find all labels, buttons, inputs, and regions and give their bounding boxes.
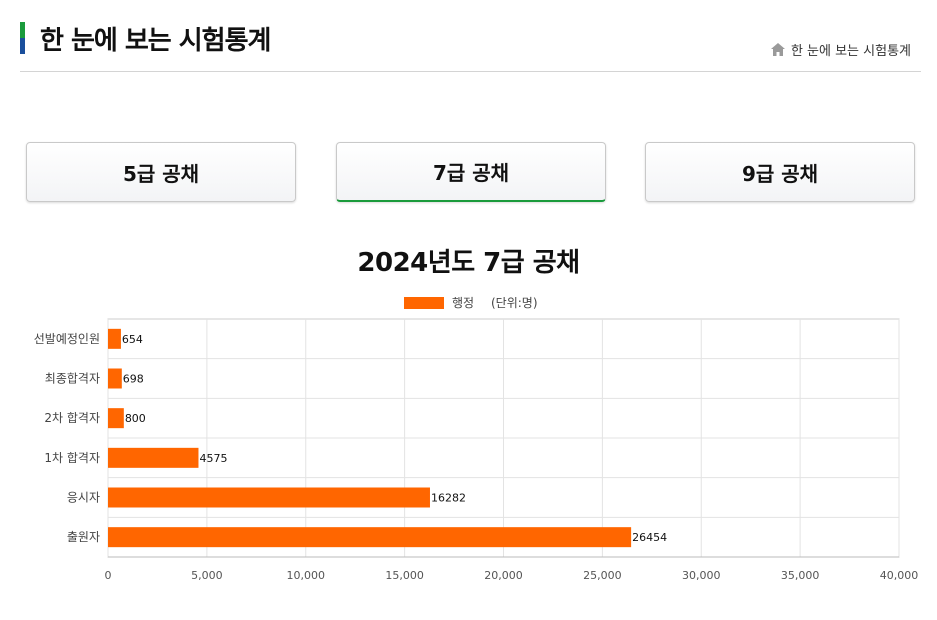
exam-tabs: 5급 공채 7급 공채 9급 공채 — [26, 142, 915, 202]
bar-value-label: 4575 — [199, 452, 227, 465]
bar[interactable] — [108, 328, 121, 349]
x-tick-label: 25,000 — [583, 569, 622, 582]
category-label: 선발예정인원 — [34, 332, 100, 346]
x-tick-label: 10,000 — [287, 569, 326, 582]
bar[interactable] — [108, 408, 124, 429]
bar[interactable] — [108, 487, 430, 508]
title-accent-bar — [20, 22, 25, 54]
x-tick-label: 20,000 — [484, 569, 523, 582]
bar-value-label: 654 — [122, 333, 143, 346]
bar[interactable] — [108, 447, 199, 468]
page-title: 한 눈에 보는 시험통계 — [40, 26, 271, 56]
chart-grid — [107, 318, 900, 558]
bar[interactable] — [108, 368, 122, 389]
bar-value-label: 16282 — [431, 492, 466, 505]
tab-grade7[interactable]: 7급 공채 — [336, 142, 606, 202]
bar-value-label: 800 — [125, 412, 146, 425]
category-label: 출원자 — [67, 530, 100, 544]
home-icon[interactable] — [770, 43, 785, 56]
chart-bars: 654 698 800 4575 16282 26454 — [108, 328, 667, 548]
x-tick-label: 40,000 — [880, 569, 919, 582]
x-axis: 0 5,000 10,000 15,000 20,000 25,000 30,000 35,0… — [105, 569, 919, 582]
tab-grade9[interactable]: 9급 공채 — [645, 142, 915, 202]
x-tick-label: 35,000 — [781, 569, 820, 582]
category-label: 최종합격자 — [45, 372, 100, 386]
legend-series-name: 행정 — [452, 295, 474, 310]
x-tick-label: 30,000 — [682, 569, 721, 582]
chart-title: 2024년도 7급 공채 — [357, 248, 580, 278]
legend-swatch — [404, 297, 444, 309]
category-label: 1차 합격자 — [44, 451, 100, 465]
page-header: 한 눈에 보는 시험통계 한 눈에 보는 시험통계 — [20, 18, 921, 72]
unit-note: (단위:명) — [491, 296, 538, 310]
bar-value-label: 698 — [123, 373, 144, 386]
x-tick-label: 5,000 — [191, 569, 223, 582]
bar[interactable] — [108, 527, 632, 548]
breadcrumb-label[interactable]: 한 눈에 보는 시험통계 — [790, 44, 911, 59]
category-label: 응시자 — [67, 491, 100, 505]
chart-legend: 행정 (단위:명) — [404, 295, 538, 310]
breadcrumb[interactable]: 한 눈에 보는 시험통계 — [770, 40, 911, 59]
x-tick-label: 15,000 — [385, 569, 424, 582]
x-tick-label: 0 — [105, 569, 112, 582]
bar-chart: 행정 (단위:명) 654 698 800 4575 16282 26454 0 5,000… — [34, 295, 919, 582]
bar-value-label: 26454 — [632, 531, 667, 544]
category-label: 2차 합격자 — [44, 411, 100, 425]
tab-grade5[interactable]: 5급 공채 — [26, 142, 296, 202]
